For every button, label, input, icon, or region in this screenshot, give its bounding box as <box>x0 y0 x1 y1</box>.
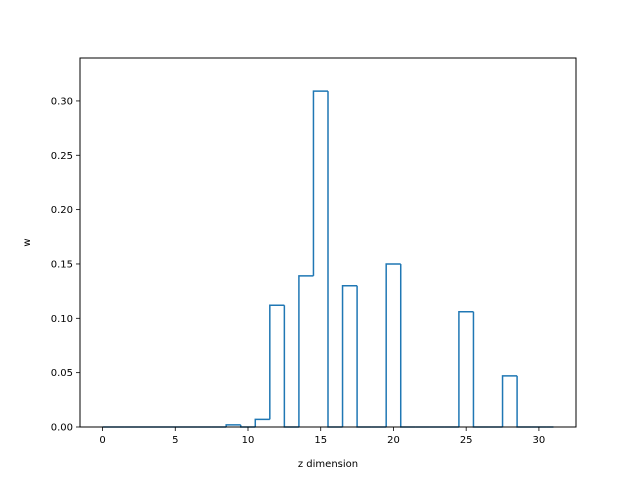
x-tick-label: 5 <box>172 435 178 446</box>
y-tick-label: 0.15 <box>51 259 73 270</box>
bar-28 <box>501 375 518 427</box>
bar-25 <box>458 311 474 427</box>
y-tick-label: 0.25 <box>51 151 73 162</box>
bar-17 <box>341 284 358 427</box>
axes <box>79 57 577 428</box>
y-tick-label: 0.00 <box>51 423 73 434</box>
x-axis-ticks: 0 5 10 15 20 25 30 <box>99 427 545 446</box>
bar-15 <box>312 90 328 276</box>
x-tick-label: 10 <box>242 435 255 446</box>
bar-12 <box>269 304 285 420</box>
x-tick-label: 25 <box>460 435 473 446</box>
x-tick-label: 0 <box>99 435 105 446</box>
bar-14 <box>298 275 314 427</box>
y-tick-label: 0.10 <box>51 314 73 325</box>
y-tick-label: 0.30 <box>51 96 73 107</box>
x-tick-label: 15 <box>314 435 327 446</box>
bar-20 <box>385 263 401 427</box>
bar-9 <box>225 424 241 427</box>
y-tick-label: 0.20 <box>51 205 73 216</box>
y-axis-label: w <box>22 238 33 246</box>
x-tick-label: 30 <box>533 435 546 446</box>
x-axis-label: z dimension <box>298 459 358 470</box>
bar-11 <box>254 418 270 427</box>
y-axis-ticks: 0.00 0.05 0.10 0.15 0.20 0.25 0.30 <box>51 96 80 434</box>
y-tick-label: 0.05 <box>51 368 73 379</box>
x-tick-label: 20 <box>387 435 400 446</box>
axes-frame <box>79 57 577 428</box>
